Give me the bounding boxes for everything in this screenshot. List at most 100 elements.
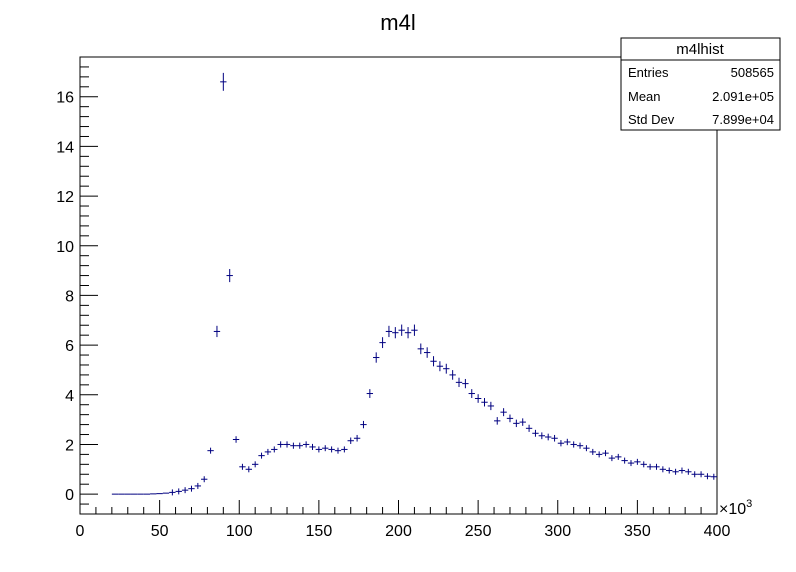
- data-point: [487, 401, 495, 411]
- x-tick-label: 300: [544, 523, 571, 540]
- data-point: [576, 442, 584, 449]
- data-point: [525, 424, 533, 432]
- data-point: [449, 370, 456, 380]
- x-axis-multiplier: ×103: [719, 498, 752, 518]
- data-point: [646, 463, 654, 470]
- data-point: [589, 448, 596, 455]
- data-point: [710, 473, 717, 480]
- data-point: [697, 471, 705, 478]
- chart-title: m4l: [380, 10, 415, 35]
- data-point: [334, 447, 342, 454]
- data-point: [634, 458, 641, 465]
- stats-mean-label: Mean: [628, 89, 661, 104]
- stats-stddev-value: 7.899e+04: [712, 112, 774, 127]
- data-point: [258, 452, 265, 459]
- data-point: [322, 445, 329, 452]
- data-point: [226, 269, 233, 283]
- data-point: [385, 325, 393, 338]
- data-point: [296, 442, 303, 449]
- x-tick-label: 0: [76, 523, 85, 540]
- data-point: [557, 440, 565, 447]
- data-point: [602, 450, 609, 457]
- data-point: [436, 361, 444, 372]
- data-point: [175, 488, 182, 495]
- stats-box: m4lhist Entries 508565 Mean 2.091e+05 St…: [620, 37, 781, 131]
- y-tick-label: 14: [56, 139, 74, 156]
- data-point: [207, 447, 214, 454]
- data-point: [506, 414, 514, 423]
- data-point: [615, 453, 622, 460]
- data-point: [455, 377, 463, 388]
- stats-box-title: m4lhist: [676, 41, 724, 58]
- data-point: [283, 441, 291, 448]
- data-point: [532, 429, 539, 437]
- data-point: [213, 325, 221, 338]
- data-point: [379, 337, 386, 349]
- stats-mean-value: 2.091e+05: [712, 89, 774, 104]
- data-point: [468, 389, 475, 398]
- y-axis: 0 2 4 6 8 10 12 14 16: [56, 56, 98, 515]
- data-point: [443, 363, 450, 374]
- data-point: [360, 420, 367, 429]
- data-point: [411, 324, 418, 336]
- data-point: [500, 408, 507, 417]
- x-axis: 0 50 100 150 200 250 300 350 400: [76, 500, 730, 540]
- data-points: [111, 72, 717, 496]
- data-point: [366, 389, 374, 398]
- data-point: [678, 467, 686, 474]
- x-tick-label: 150: [306, 523, 333, 540]
- y-tick-label: 10: [56, 239, 74, 256]
- data-point: [404, 327, 412, 339]
- data-point: [251, 461, 259, 468]
- x-tick-label: 250: [465, 523, 492, 540]
- y-tick-label: 4: [65, 388, 74, 405]
- data-point: [239, 463, 246, 470]
- data-point: [494, 417, 501, 425]
- data-point: [353, 434, 361, 442]
- data-point: [315, 446, 323, 453]
- data-point: [423, 347, 431, 358]
- data-point: [220, 72, 227, 91]
- data-point: [474, 394, 482, 403]
- x-tick-label: 200: [385, 523, 412, 540]
- data-point: [181, 487, 189, 494]
- data-point: [519, 418, 526, 426]
- data-point: [347, 437, 354, 444]
- data-point: [621, 457, 628, 464]
- data-point: [583, 445, 590, 452]
- data-point: [685, 468, 692, 475]
- data-point: [551, 434, 558, 442]
- y-tick-label: 2: [65, 437, 74, 454]
- data-point: [513, 419, 520, 428]
- stats-entries-label: Entries: [628, 65, 669, 80]
- data-point: [341, 446, 348, 453]
- data-point: [704, 473, 711, 480]
- data-point: [608, 455, 616, 462]
- data-point: [595, 451, 603, 458]
- data-point: [373, 352, 380, 363]
- data-point: [672, 468, 679, 475]
- data-point: [201, 476, 208, 483]
- data-point: [309, 443, 316, 450]
- y-tick-label: 8: [65, 288, 74, 305]
- x-tick-label: 350: [624, 523, 651, 540]
- stats-stddev-label: Std Dev: [628, 112, 675, 127]
- data-point: [194, 482, 202, 489]
- data-point: [564, 438, 571, 446]
- data-point: [653, 463, 660, 470]
- data-point: [398, 324, 405, 336]
- data-point: [691, 471, 698, 478]
- data-point: [271, 446, 278, 453]
- data-point: [640, 461, 647, 468]
- data-point: [232, 436, 240, 443]
- data-point: [538, 432, 546, 440]
- data-point: [627, 460, 635, 467]
- data-point: [264, 448, 272, 455]
- y-tick-label: 0: [65, 487, 74, 504]
- data-point: [481, 398, 488, 407]
- x-tick-label: 100: [226, 523, 253, 540]
- data-point: [417, 343, 424, 355]
- data-point: [302, 441, 310, 448]
- data-point: [290, 442, 297, 449]
- y-tick-label: 12: [56, 189, 74, 206]
